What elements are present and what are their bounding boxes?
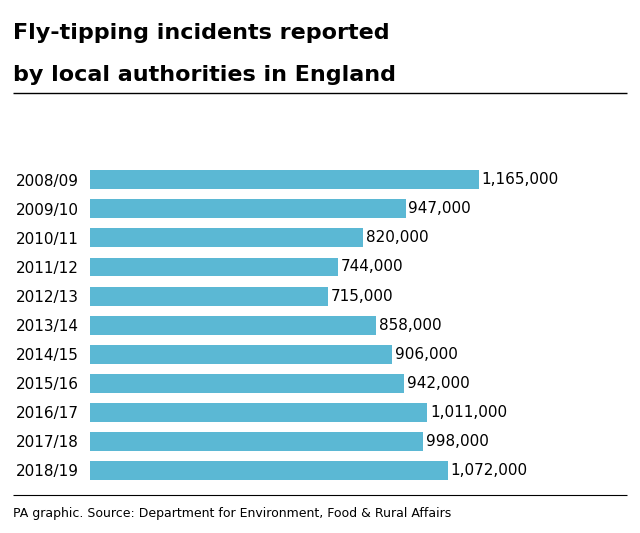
Text: Fly-tipping incidents reported: Fly-tipping incidents reported (13, 22, 389, 43)
Bar (90, 316, 376, 335)
Bar (90, 432, 423, 451)
Text: 1,072,000: 1,072,000 (450, 463, 527, 478)
Text: 715,000: 715,000 (331, 288, 394, 304)
Bar (90, 403, 427, 422)
Text: PA graphic. Source: Department for Environment, Food & Rural Affairs: PA graphic. Source: Department for Envir… (13, 507, 451, 520)
Bar (90, 374, 404, 393)
Text: by local authorities in England: by local authorities in England (13, 65, 396, 85)
Bar (90, 229, 364, 247)
Bar (90, 257, 338, 277)
Text: 942,000: 942,000 (407, 376, 470, 391)
Text: 1,011,000: 1,011,000 (430, 405, 507, 420)
Bar (90, 345, 392, 364)
Bar (90, 199, 406, 219)
Bar (90, 287, 328, 305)
Text: 906,000: 906,000 (395, 346, 458, 362)
Text: 1,165,000: 1,165,000 (481, 172, 559, 187)
Text: 858,000: 858,000 (379, 318, 442, 333)
Text: 947,000: 947,000 (408, 201, 471, 216)
Text: 820,000: 820,000 (366, 230, 429, 245)
Bar (90, 171, 479, 189)
Text: 744,000: 744,000 (340, 260, 403, 274)
Text: 998,000: 998,000 (426, 434, 488, 449)
Bar (90, 461, 447, 480)
